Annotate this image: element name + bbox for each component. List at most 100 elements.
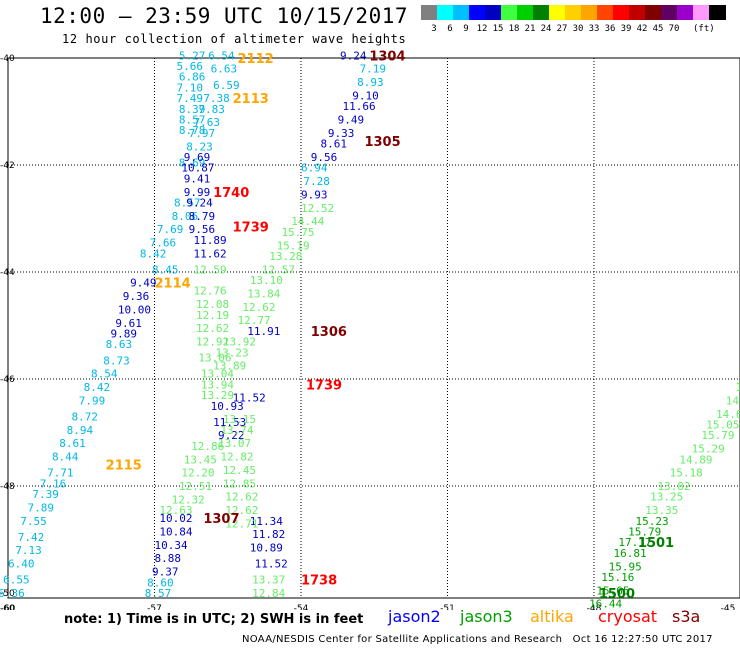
wave-height-value: 11.89 — [194, 234, 227, 247]
wave-height-value: 10.34 — [154, 539, 187, 552]
pass-label: 1304 — [369, 49, 405, 64]
lat-tick-label: -44 — [0, 268, 15, 278]
wave-height-value: 8.72 — [71, 410, 98, 423]
legend-swatch — [485, 5, 502, 20]
wave-height-value: 11.52 — [255, 558, 288, 571]
lon-tick-label: -60 — [1, 604, 16, 610]
wave-height-value: 9.36 — [123, 290, 150, 303]
wave-height-value: 15.79 — [628, 525, 661, 538]
wave-height-value: 13.06 — [198, 352, 231, 365]
wave-height-value: 7.39 — [32, 488, 59, 501]
lon-tick-label: -57 — [147, 604, 162, 610]
pass-label: 1739 — [306, 378, 342, 393]
lat-tick-label: -48 — [0, 482, 15, 492]
lon-tick-label: -51 — [440, 604, 455, 610]
wave-height-value: 13.15 — [223, 413, 256, 426]
wave-height-value: 8.23 — [186, 140, 213, 153]
wave-height-value: 11.91 — [247, 325, 280, 338]
wave-height-value: 8.06 — [172, 210, 199, 223]
credit-line: NOAA/NESDIS Center for Satellite Applica… — [242, 634, 713, 645]
wave-height-value: 15.79 — [701, 429, 734, 442]
wave-height-value: 12.20 — [181, 467, 214, 480]
wave-height-value: 7.38 — [203, 92, 230, 105]
wave-height-value: 8.61 — [59, 437, 86, 450]
wave-height-value: 9.99 — [184, 186, 211, 199]
wave-height-value: 16.44 — [589, 598, 622, 610]
wave-height-value: 11.66 — [342, 100, 375, 113]
lon-tick-label: -45 — [721, 604, 736, 610]
wave-height-value: 12.85 — [223, 477, 256, 490]
wave-height-value: 13.45 — [184, 453, 217, 466]
wave-height-value: 7.42 — [18, 531, 44, 544]
pass-label: 1306 — [311, 325, 347, 340]
pass-label: 1305 — [364, 135, 400, 150]
wave-height-value: 12.76 — [194, 285, 227, 298]
wave-height-value: 7.55 — [20, 515, 47, 528]
wave-height-value: 10.89 — [250, 542, 283, 555]
wave-height-value: 8.61 — [321, 138, 348, 151]
wave-height-value: 13.23 — [216, 346, 249, 359]
wave-height-value: 13.29 — [201, 389, 234, 402]
wave-height-value: 11.62 — [194, 247, 227, 260]
wave-height-value: 8.57 — [145, 587, 172, 600]
wave-height-value: 12.92 — [196, 336, 229, 349]
wave-height-value: 9.22 — [218, 429, 245, 442]
wave-height-value: 9.56 — [311, 151, 338, 164]
lon-tick-label: -54 — [294, 604, 309, 610]
wave-height-value: 12.86 — [191, 440, 224, 453]
wave-height-value: 13.04 — [201, 368, 234, 381]
wave-height-value: 13.37 — [252, 574, 285, 587]
pass-label: 1739 — [233, 221, 269, 236]
wave-height-value: 10.84 — [159, 525, 192, 538]
wave-height-value: 12.08 — [196, 298, 229, 311]
wave-height-value: 14.6 — [736, 381, 740, 394]
wave-height-value: 8.54 — [91, 368, 118, 381]
pass-label: 1307 — [203, 512, 239, 527]
wave-height-value: 9.49 — [338, 114, 365, 127]
legend-swatch — [469, 5, 486, 20]
pass-label: 2114 — [154, 277, 190, 292]
wave-height-value: 13.82 — [657, 480, 690, 493]
pass-label: 1501 — [638, 536, 674, 551]
legend-label: 21 — [524, 24, 536, 34]
wave-height-value: 12.62 — [242, 301, 275, 314]
wave-height-value: 8.42 — [140, 247, 167, 260]
wave-height-value: 15.18 — [670, 467, 703, 480]
wave-height-value: 14.89 — [679, 453, 712, 466]
legend-swatch — [629, 5, 646, 20]
wave-height-value: 6.55 — [3, 574, 30, 587]
wave-height-value: 12.45 — [223, 464, 256, 477]
wave-height-value: 13.10 — [250, 274, 283, 287]
wave-height-value: 7.63 — [194, 116, 221, 129]
wave-height-value: 5.66 — [176, 60, 203, 73]
wave-height-value: 15.75 — [281, 226, 314, 239]
wave-height-value: 6.40 — [8, 558, 35, 571]
wave-height-value: 10.00 — [118, 303, 151, 316]
page-title: 12:00 — 23:59 UTC 10/15/2017 — [40, 4, 409, 28]
wave-height-value: 8.57 — [174, 196, 201, 209]
wave-height-value: 9.89 — [111, 328, 138, 341]
satellite-s3a: s3a — [672, 607, 701, 626]
pass-label: 2112 — [238, 52, 274, 67]
wave-height-value: 7.66 — [150, 237, 177, 250]
map-grid — [7, 57, 740, 599]
wave-height-value: 12.19 — [196, 309, 229, 322]
legend-label: 6 — [447, 24, 453, 34]
pass-label: 1500 — [599, 587, 635, 602]
wave-height-value: 8.44 — [52, 451, 79, 464]
wave-height-value: 7.99 — [79, 394, 106, 407]
wave-height-value: 10.87 — [181, 162, 214, 175]
wave-height-value: 6.54 — [208, 49, 235, 62]
wave-height-value: 12.84 — [252, 587, 285, 600]
wave-height-value: 12.62 — [196, 322, 229, 335]
wave-height-value: 12.57 — [262, 263, 295, 276]
wave-height-value: 12.62 — [225, 504, 258, 517]
legend-swatch — [613, 5, 630, 20]
wave-height-value: 14.44 — [291, 215, 324, 228]
wave-height-value: 9.24 — [340, 49, 367, 62]
legend-swatch — [501, 5, 518, 20]
axis-ticks: -60 -57 -54 -51 -48 -45-40-42-44-46-48-50-60 — [0, 54, 735, 610]
lat-tick-label: -50 — [0, 589, 15, 599]
wave-height-value: 9.56 — [189, 223, 216, 236]
wave-height-value: 6.86 — [179, 71, 206, 84]
